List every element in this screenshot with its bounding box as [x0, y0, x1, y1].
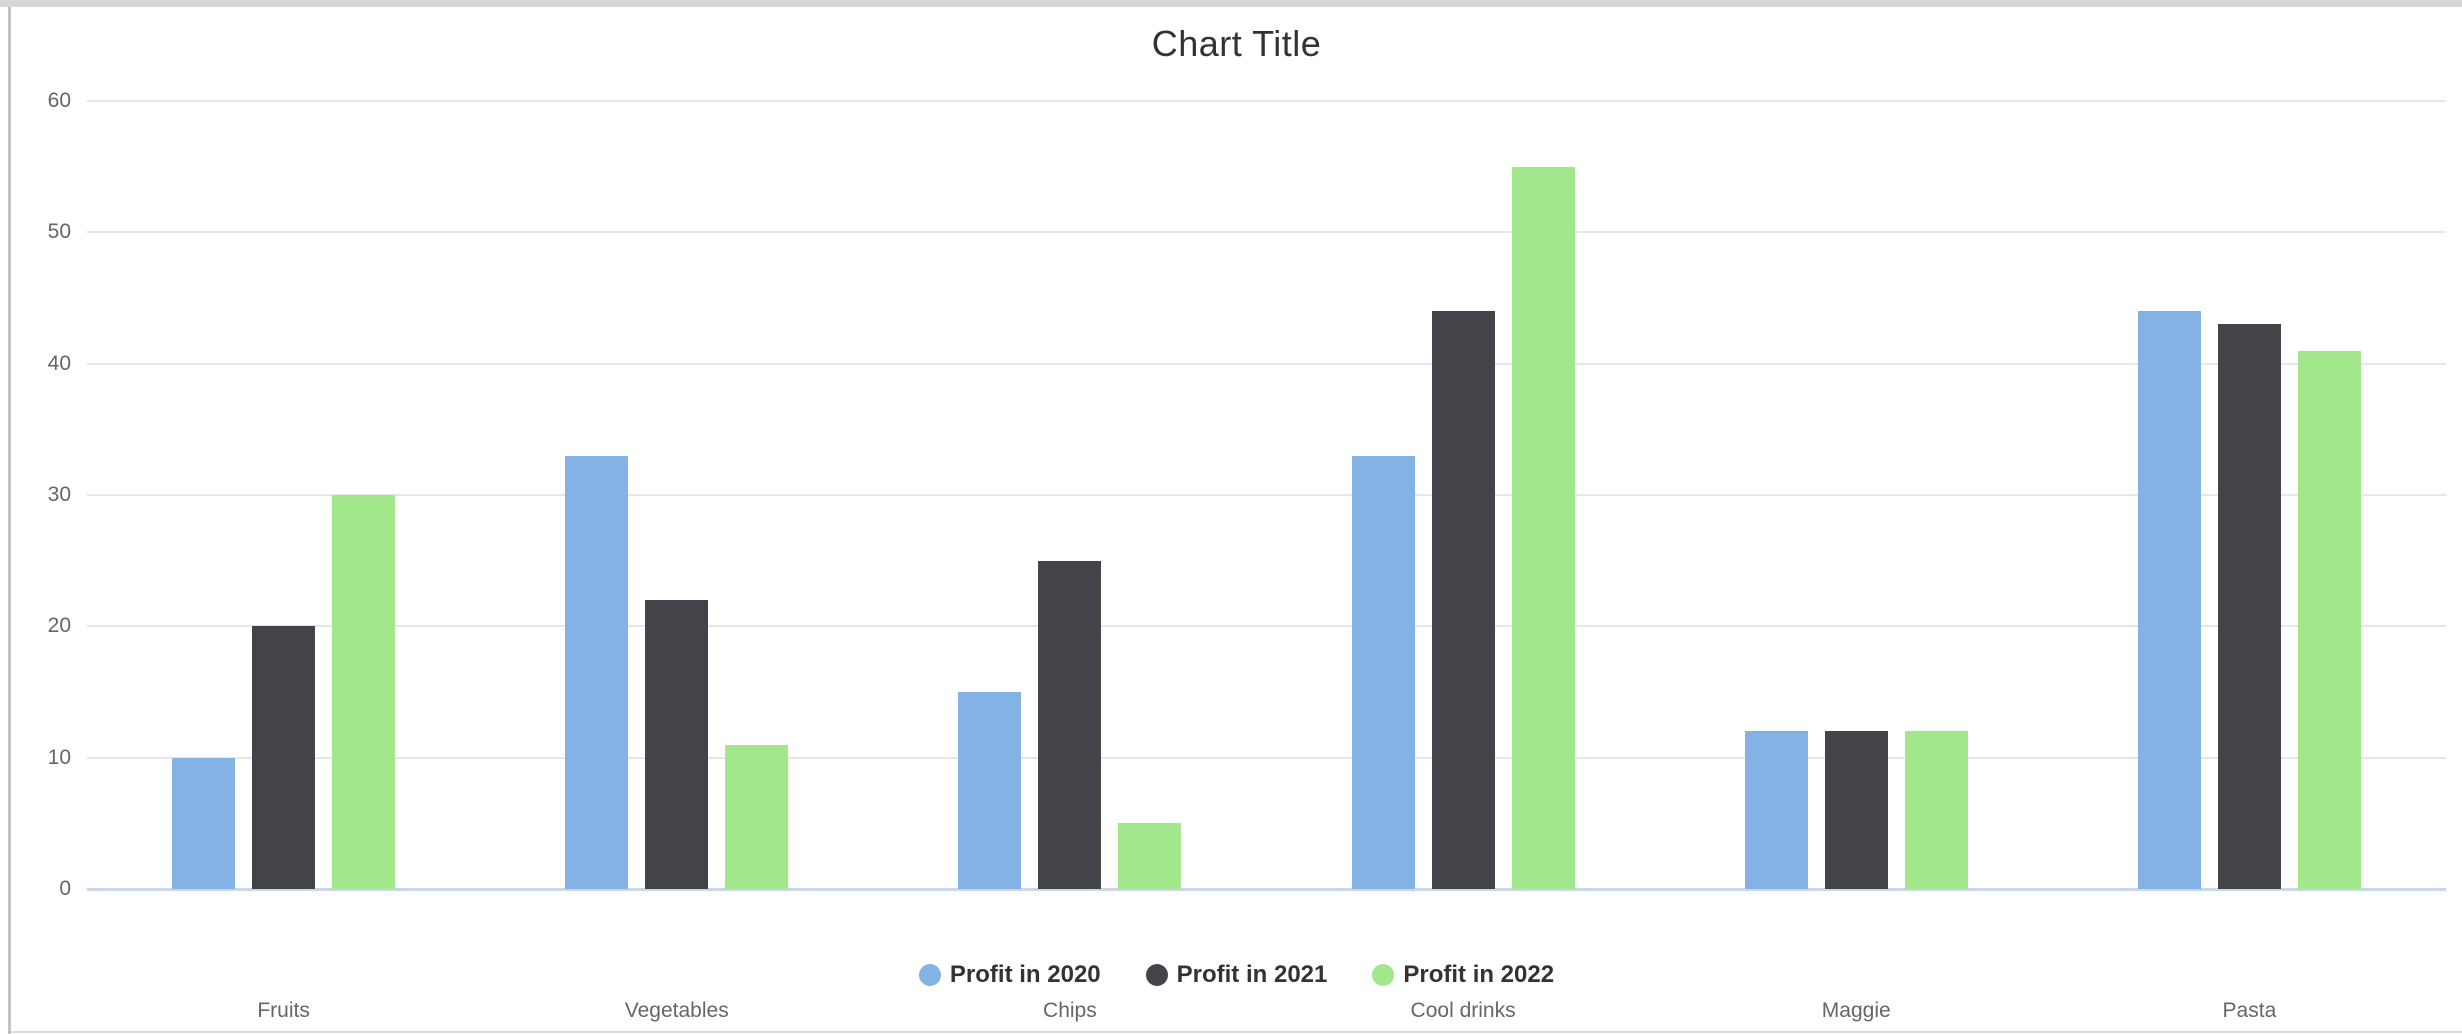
window-left-border: [8, 7, 11, 1034]
bar-maggie-profit-in-2021[interactable]: [1824, 731, 1888, 889]
bar-fruits-profit-in-2021[interactable]: [252, 626, 316, 889]
gridline-30: [87, 494, 2446, 496]
x-axis-label-chips: Chips: [1043, 999, 1097, 1022]
bar-chips-profit-in-2020[interactable]: [958, 692, 1022, 889]
bar-cool-drinks-profit-in-2020[interactable]: [1351, 455, 1415, 889]
legend-item-profit-in-2021[interactable]: Profit in 2021: [1145, 960, 1328, 990]
y-axis-label-50: 50: [47, 220, 71, 244]
gridline-20: [87, 625, 2446, 628]
x-axis-label-vegetables: Vegetables: [624, 999, 729, 1022]
legend-marker-icon: [918, 964, 941, 986]
bar-pasta-profit-in-2021[interactable]: [2217, 324, 2281, 889]
legend-marker-icon: [1145, 964, 1168, 986]
window-top-border: [0, 0, 2462, 7]
x-axis-label-maggie: Maggie: [1821, 999, 1891, 1022]
x-axis-label-fruits: Fruits: [257, 999, 310, 1022]
bar-vegetables-profit-in-2020[interactable]: [565, 455, 629, 889]
chart-legend: Profit in 2020 Profit in 2021 Profit in 20…: [11, 960, 2462, 990]
gridline-60: [87, 100, 2446, 102]
gridline-10: [87, 756, 2446, 759]
bar-maggie-profit-in-2020[interactable]: [1744, 731, 1808, 889]
legend-item-label: Profit in 2020: [949, 961, 1101, 988]
bar-cool-drinks-profit-in-2021[interactable]: [1431, 311, 1495, 889]
bar-vegetables-profit-in-2021[interactable]: [645, 600, 709, 889]
x-axis-line: [87, 888, 2446, 891]
x-axis-label-cool-drinks: Cool drinks: [1410, 999, 1516, 1022]
bar-fruits-profit-in-2020[interactable]: [172, 757, 236, 889]
y-axis-label-0: 0: [59, 877, 71, 900]
bar-pasta-profit-in-2020[interactable]: [2137, 311, 2201, 889]
bar-pasta-profit-in-2022[interactable]: [2297, 350, 2361, 889]
gridline-50: [87, 231, 2446, 234]
bar-fruits-profit-in-2022[interactable]: [332, 495, 396, 889]
bar-chips-profit-in-2021[interactable]: [1038, 560, 1102, 889]
y-axis-label-40: 40: [47, 351, 71, 375]
bar-cool-drinks-profit-in-2022[interactable]: [1511, 166, 1575, 889]
x-axis-label-pasta: Pasta: [2222, 999, 2277, 1022]
y-axis-label-20: 20: [47, 614, 71, 638]
legend-item-profit-in-2022[interactable]: Profit in 2022: [1372, 960, 1554, 990]
legend-item-label: Profit in 2021: [1176, 961, 1328, 988]
y-axis-label-30: 30: [47, 483, 71, 506]
y-axis-label-60: 60: [47, 89, 71, 112]
gridline-40: [87, 362, 2446, 365]
legend-marker-icon: [1372, 964, 1395, 986]
plot-area: 0 10 20 30 40 50 60 Fruits Vegetables Chips Cool d…: [48, 89, 2446, 1022]
chart-title: Chart Title: [1151, 23, 1322, 64]
bar-maggie-profit-in-2022[interactable]: [1904, 731, 1968, 889]
legend-item-label: Profit in 2022: [1403, 961, 1555, 988]
bar-chips-profit-in-2022[interactable]: [1118, 823, 1182, 889]
legend-item-profit-in-2020[interactable]: Profit in 2020: [918, 960, 1101, 990]
window-bottom-border: [11, 1031, 2462, 1033]
y-axis-label-10: 10: [47, 745, 71, 769]
bar-vegetables-profit-in-2022[interactable]: [725, 744, 789, 889]
bar-chart: Chart Title 0 10 20 30 40 50 60 Fruits Vegetable…: [11, 7, 2462, 1031]
